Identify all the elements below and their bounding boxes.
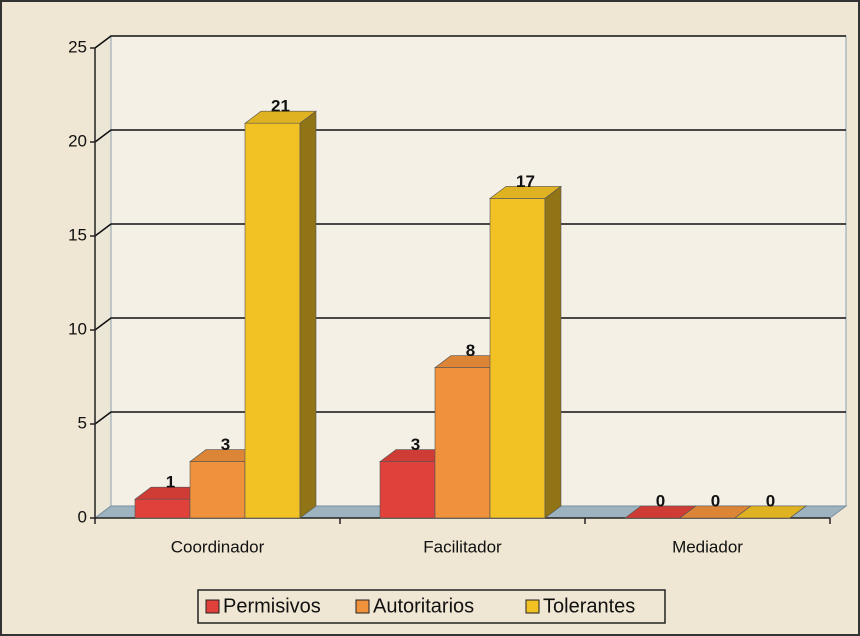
side-wall	[94, 35, 112, 519]
y-tick-label: 20	[68, 131, 87, 150]
bar	[489, 185, 562, 519]
data-label: 0	[656, 491, 665, 510]
grid-line	[94, 35, 846, 49]
data-label: 0	[711, 491, 720, 510]
grid-line	[94, 317, 846, 331]
legend-swatch	[525, 599, 540, 614]
legend-box	[197, 589, 666, 624]
y-tick-label: 5	[78, 413, 87, 432]
grid-line	[94, 129, 846, 143]
x-tick-label: Facilitador	[423, 537, 502, 556]
y-tick-label: 0	[78, 507, 87, 526]
grid-line	[94, 223, 846, 237]
data-label: 17	[516, 172, 535, 191]
y-tick-label: 10	[68, 319, 87, 338]
data-label: 21	[271, 97, 290, 116]
bar-front	[489, 198, 546, 519]
x-tick-label: Coordinador	[171, 537, 265, 556]
bar	[734, 505, 807, 519]
data-label: 3	[411, 435, 420, 454]
bar-side	[544, 185, 562, 519]
legend-label: Tolerantes	[543, 595, 635, 617]
bar-side	[299, 110, 317, 519]
legend-label: Permisivos	[223, 595, 321, 617]
bar-front	[434, 367, 491, 519]
data-label: 3	[221, 435, 230, 454]
bar-front	[134, 498, 191, 519]
x-tick-label: Mediador	[672, 537, 743, 556]
legend-swatch	[205, 599, 220, 614]
data-label: 1	[166, 473, 175, 492]
bar-side	[789, 505, 807, 519]
legend-label: Autoritarios	[373, 595, 474, 617]
grid-line	[94, 411, 846, 425]
bar-front	[379, 461, 436, 519]
y-tick-label: 25	[68, 37, 87, 56]
legend-swatch	[355, 599, 370, 614]
data-label: 0	[766, 491, 775, 510]
bar	[244, 110, 317, 519]
y-tick-label: 15	[68, 225, 87, 244]
bar-front	[189, 461, 246, 519]
bar-front	[244, 122, 301, 519]
data-label: 8	[466, 341, 475, 360]
